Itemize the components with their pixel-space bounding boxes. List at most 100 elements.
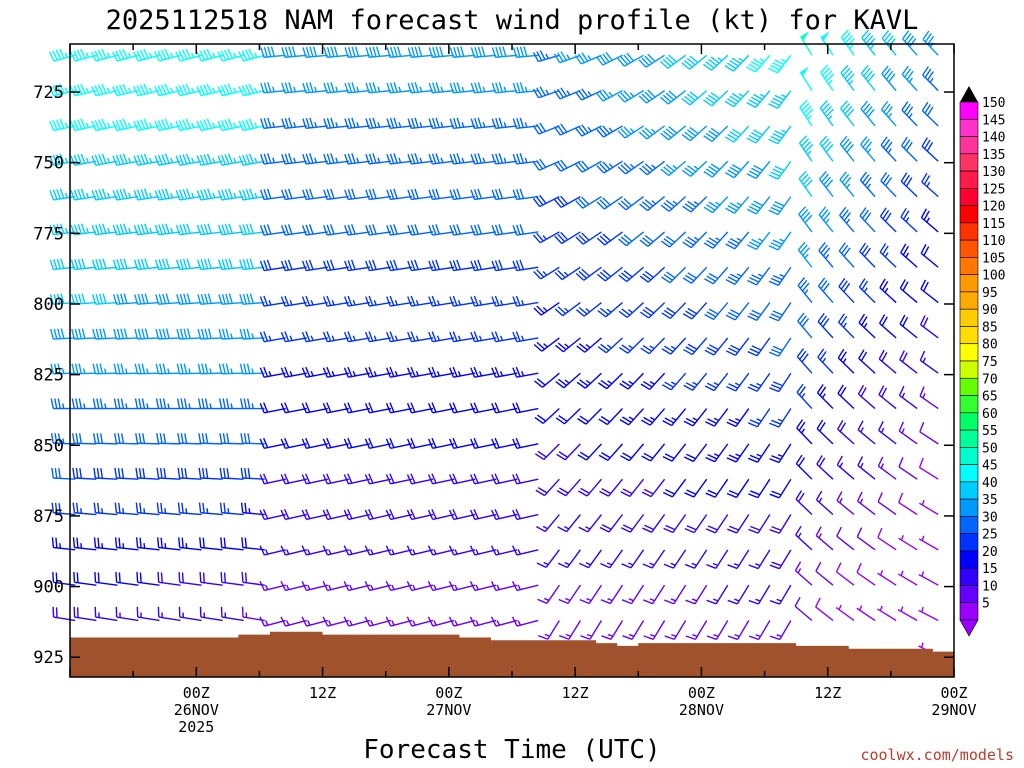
wind-barb	[280, 509, 307, 521]
wind-barb	[900, 207, 918, 233]
wind-barb	[797, 241, 813, 268]
wind-barb	[818, 171, 834, 198]
wind-barb	[769, 478, 792, 499]
wind-barb	[705, 478, 729, 498]
wind-barb	[491, 153, 518, 165]
x-tick-label: 00Z	[435, 684, 462, 702]
wind-barb	[428, 46, 455, 58]
wind-barb	[837, 348, 855, 374]
wind-barb	[112, 118, 139, 132]
wind-barb	[386, 153, 413, 165]
wind-barb	[385, 580, 413, 592]
colorbar-label: 80	[982, 338, 998, 353]
wind-barb	[218, 258, 244, 271]
wind-barb	[301, 545, 328, 556]
wind-barb	[685, 620, 708, 641]
wind-barb	[281, 153, 307, 165]
wind-barb	[901, 65, 918, 92]
wind-barb	[639, 196, 666, 212]
wind-barb	[386, 331, 413, 343]
wind-barb	[407, 117, 434, 130]
wind-barb	[177, 502, 202, 516]
wind-barb	[71, 328, 97, 340]
colorbar-swatch	[959, 222, 979, 241]
colorbar-swatch	[959, 567, 979, 586]
wind-barb	[385, 437, 413, 449]
wind-barb	[322, 509, 350, 521]
wind-barb	[49, 258, 76, 271]
wind-barb	[638, 125, 666, 140]
colorbar-label: 85	[982, 320, 998, 335]
wind-barb	[196, 83, 223, 97]
wind-barb	[491, 82, 518, 94]
wind-barb	[578, 549, 603, 569]
wind-barb	[557, 549, 581, 569]
wind-barb	[470, 295, 497, 307]
wind-barb	[239, 258, 265, 271]
wind-barb	[428, 402, 455, 414]
wind-barb	[281, 117, 307, 130]
wind-barb	[154, 223, 181, 236]
wind-barb	[407, 295, 434, 307]
wind-barb	[113, 328, 139, 340]
wind-barb	[661, 266, 687, 284]
wind-barb	[385, 473, 413, 485]
wind-barb	[470, 366, 497, 378]
colorbar-swatch	[959, 395, 979, 414]
wind-barb	[449, 366, 476, 378]
wind-barb	[816, 384, 834, 410]
wind-barb	[858, 349, 876, 374]
wind-barb	[512, 402, 539, 414]
wind-barb	[881, 29, 897, 56]
wind-barb	[364, 580, 392, 592]
wind-barb	[218, 363, 244, 375]
wind-barb	[748, 514, 771, 534]
colorbar-bottom-arrow	[959, 619, 979, 637]
wind-barb	[768, 90, 792, 109]
wind-barb	[575, 302, 602, 317]
wind-barb	[114, 433, 139, 445]
wind-barb	[322, 331, 350, 343]
wind-barb	[134, 293, 160, 305]
colorbar-swatch	[959, 429, 979, 448]
wind-barb	[175, 153, 202, 166]
wind-barb	[681, 54, 708, 70]
wind-barb	[51, 467, 76, 480]
wind-barb	[175, 83, 202, 97]
wind-barb	[407, 153, 434, 165]
wind-barb	[642, 584, 666, 605]
wind-barb	[702, 54, 729, 71]
wind-barb	[48, 48, 76, 62]
wind-barb	[407, 224, 434, 236]
wind-barb	[747, 266, 771, 286]
colorbar-label: 100	[982, 269, 1005, 284]
wind-barb	[240, 398, 265, 410]
wind-barb	[619, 408, 645, 426]
wind-barb	[748, 620, 771, 641]
wind-barb	[218, 398, 244, 410]
wind-barb	[239, 363, 265, 375]
wind-barb	[114, 537, 139, 551]
wind-barb	[596, 89, 623, 102]
colorbar-label: 15	[982, 562, 998, 577]
wind-barb	[640, 408, 666, 426]
wind-barb	[532, 158, 560, 171]
wind-barb	[260, 153, 286, 165]
wind-barb	[918, 535, 939, 551]
wind-barb	[156, 433, 181, 445]
wind-barb	[176, 293, 202, 305]
wind-barb	[344, 224, 371, 236]
wind-barb	[406, 616, 434, 627]
wind-barb	[818, 241, 834, 268]
wind-barb	[579, 584, 603, 605]
wind-barb	[133, 83, 160, 97]
wind-barb	[556, 478, 581, 497]
wind-barb	[259, 224, 286, 236]
wind-barb	[880, 136, 897, 162]
wind-barb	[259, 188, 286, 201]
wind-barb	[681, 90, 708, 106]
wind-barb	[533, 337, 560, 352]
wind-barb	[683, 443, 708, 463]
y-tick-label: 725	[33, 83, 64, 103]
wind-barb	[343, 331, 371, 343]
